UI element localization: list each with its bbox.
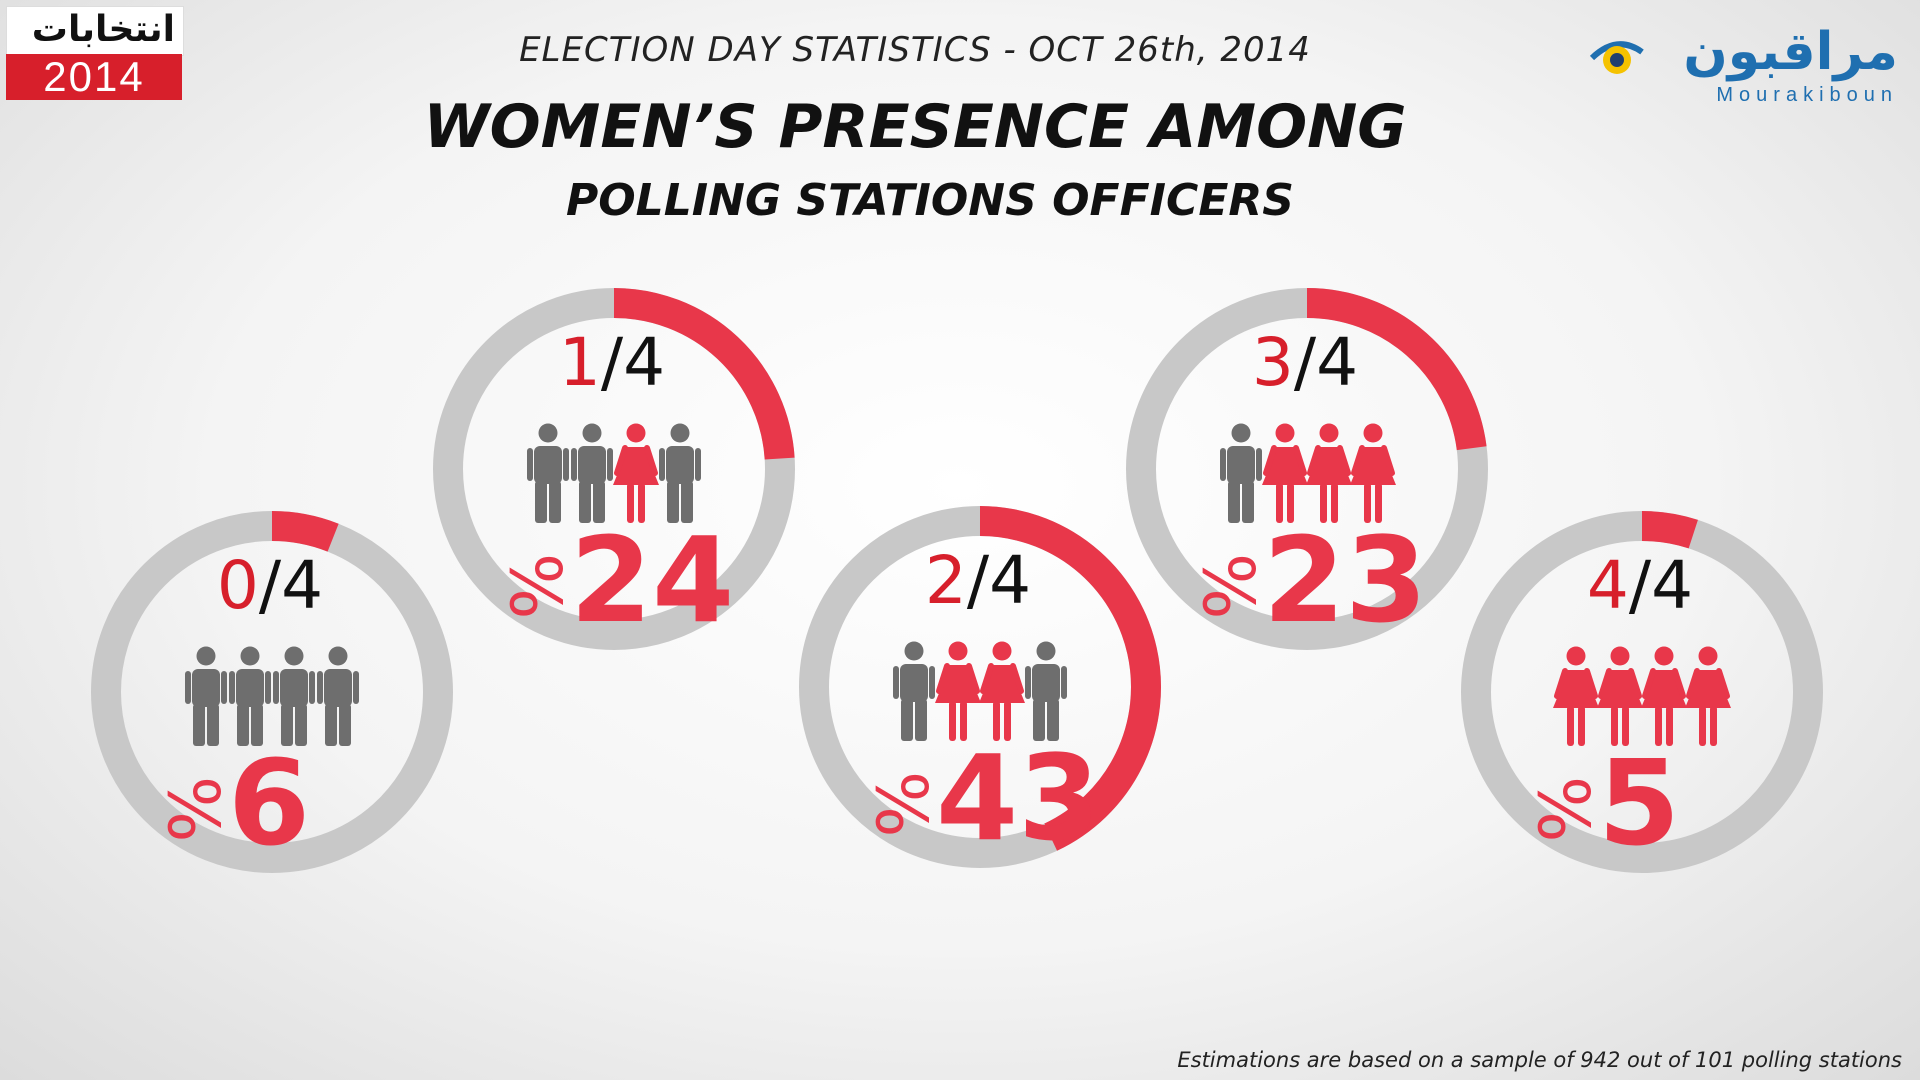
logo-right-arabic: مراقبون	[1683, 22, 1898, 82]
logo-left-top: انتخابات	[6, 6, 184, 56]
woman-icon	[613, 423, 659, 523]
woman-icon	[1262, 423, 1308, 523]
man-icon	[185, 646, 227, 746]
percent-sign: %	[155, 776, 237, 843]
woman-icon	[1350, 423, 1396, 523]
man-icon	[893, 641, 935, 741]
percent-value: 24	[570, 511, 734, 649]
woman-icon	[1553, 646, 1599, 746]
fraction-label: 4/4	[1587, 547, 1693, 624]
percent-value: 43	[936, 729, 1100, 867]
donut-0-of-4: 0/4 6%	[91, 511, 453, 873]
fraction-total: /4	[967, 542, 1031, 619]
fraction-women: 3	[1252, 324, 1294, 401]
percent-sign: %	[1190, 553, 1272, 620]
fraction-total: /4	[601, 324, 665, 401]
logo-right-latin: Mourakiboun	[1716, 84, 1898, 106]
woman-icon	[1306, 423, 1352, 523]
woman-icon	[979, 641, 1025, 741]
percent-value: 23	[1263, 511, 1427, 649]
fraction-label: 0/4	[217, 547, 323, 624]
man-icon	[1220, 423, 1262, 523]
man-icon	[527, 423, 569, 523]
percent-value: 6	[228, 734, 310, 872]
woman-icon	[1641, 646, 1687, 746]
fraction-label: 1/4	[559, 324, 665, 401]
man-icon	[659, 423, 701, 523]
logo-left-year: 2014	[6, 54, 182, 100]
percent-sign: %	[497, 553, 579, 620]
donut-slice	[613, 288, 795, 460]
man-icon	[273, 646, 315, 746]
donut-slice	[271, 511, 339, 552]
man-icon	[1025, 641, 1067, 741]
percent-value: 5	[1598, 734, 1680, 872]
fraction-label: 3/4	[1252, 324, 1358, 401]
man-icon	[317, 646, 359, 746]
man-icon	[571, 423, 613, 523]
chart-subtitle: ELECTION DAY STATISTICS - OCT 26th, 2014	[519, 30, 1311, 70]
fraction-total: /4	[1294, 324, 1358, 401]
donut-2-of-4: 2/4 43%	[799, 506, 1161, 868]
fraction-women: 2	[925, 542, 967, 619]
percent-sign: %	[863, 771, 945, 838]
donut-slice	[1306, 288, 1487, 451]
logo-mourakiboun: مراقبون Mourakiboun	[1588, 22, 1898, 112]
chart-title-line2: POLLING STATIONS OFFICERS	[566, 175, 1294, 226]
fraction-women: 4	[1587, 547, 1629, 624]
woman-icon	[1597, 646, 1643, 746]
percent-sign: %	[1525, 776, 1607, 843]
fraction-total: /4	[259, 547, 323, 624]
fraction-women: 1	[559, 324, 601, 401]
donut-slice	[979, 506, 1161, 851]
donut-4-of-4: 4/4 5%	[1461, 511, 1823, 873]
fraction-label: 2/4	[925, 542, 1031, 619]
man-icon	[229, 646, 271, 746]
eye-icon	[1589, 41, 1644, 74]
logo-intikhabat-2014: انتخابات 2014	[6, 6, 184, 100]
footnote: Estimations are based on a sample of 942…	[1177, 1048, 1902, 1072]
logo-left-arabic: انتخابات	[31, 9, 175, 50]
donut-slice	[1641, 511, 1698, 549]
fraction-total: /4	[1629, 547, 1693, 624]
woman-icon	[1685, 646, 1731, 746]
fraction-women: 0	[217, 547, 259, 624]
donut-3-of-4: 3/4 23%	[1126, 288, 1488, 650]
donut-1-of-4: 1/4 24%	[433, 288, 795, 650]
woman-icon	[935, 641, 981, 741]
chart-title-line1: WOMEN’S PRESENCE AMONG	[423, 92, 1407, 162]
